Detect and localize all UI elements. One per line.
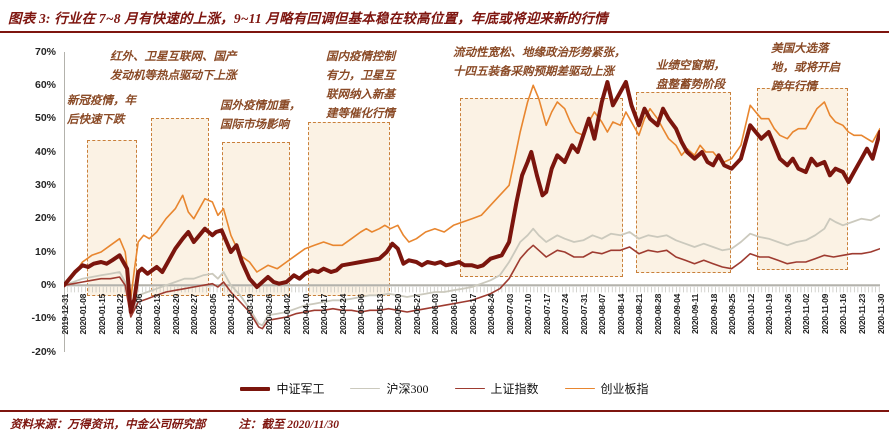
legend-item-hs300: 沪深300 <box>350 380 429 397</box>
x-axis-label: 2020-06-10 <box>448 294 459 335</box>
y-axis-label: 60% <box>34 78 56 91</box>
x-axis-label: 2020-04-10 <box>300 294 311 335</box>
legend-item-szzs: 上证指数 <box>454 380 539 397</box>
x-axis-label: 2020-05-27 <box>411 294 422 335</box>
x-axis-label: 2020-08-14 <box>615 294 626 335</box>
x-axis-label: 2020-09-18 <box>708 294 719 335</box>
x-axis-label: 2020-03-12 <box>226 294 237 335</box>
series-line-沪深300 <box>64 214 880 327</box>
x-axis-label: 2020-03-26 <box>263 294 274 335</box>
x-axis-label: 2020-09-25 <box>727 294 738 335</box>
x-axis-label: 2020-02-06 <box>133 294 144 335</box>
legend-swatch-cybz <box>564 387 595 390</box>
x-axis-label: 2020-07-10 <box>523 294 534 335</box>
x-axis-label: 2020-04-17 <box>319 294 330 335</box>
x-axis-label: 2020-01-22 <box>115 294 126 335</box>
x-axis-label: 2020-03-19 <box>244 294 255 335</box>
x-axis-label: 2020-09-11 <box>690 294 701 335</box>
x-axis-label: 2020-04-02 <box>282 294 293 335</box>
y-axis-label: -10% <box>31 312 56 325</box>
x-axis-label: 2020-07-24 <box>560 294 571 335</box>
x-axis-label: 2020-08-28 <box>652 294 663 335</box>
series-line-中证军工 <box>64 80 880 314</box>
chart-legend: 中证军工 沪深300 上证指数 创业板指 <box>0 380 889 397</box>
annotation-text: 国外疫情加重， 国际市场影响 <box>220 100 301 131</box>
y-axis-label: 40% <box>34 145 56 158</box>
annotation-text: 新冠疫情，年 后快速下跌 <box>67 95 136 126</box>
legend-label: 沪深300 <box>386 382 429 396</box>
x-axis-label: 2020-11-23 <box>856 294 867 335</box>
legend-swatch-hs300 <box>350 387 381 390</box>
x-axis-label: 2020-11-02 <box>801 294 812 335</box>
annotation-text: 国内疫情控制 有力，卫星互 联网纳入新基 建等催化行情 <box>326 51 395 120</box>
x-axis-label: 2020-08-21 <box>634 294 645 335</box>
x-axis-label: 2020-10-26 <box>782 294 793 335</box>
x-axis-label: 2020-11-16 <box>838 294 849 335</box>
series-line-创业板指 <box>64 84 880 300</box>
x-axis-label: 2020-01-15 <box>96 294 107 335</box>
chart-area: 新冠疫情，年 后快速下跌 红外、卫星互联网、国产 发动机等热点驱动下上涨国外疫情加… <box>0 40 889 380</box>
annotation-box <box>151 118 209 296</box>
y-axis-label: -20% <box>31 345 56 358</box>
source-note: 资料来源：万得资讯，中金公司研究部 <box>10 419 206 431</box>
legend-item-cybz: 创业板指 <box>564 380 649 397</box>
x-axis-label: 2020-06-17 <box>467 294 478 335</box>
x-axis-label: 2020-06-24 <box>486 294 497 335</box>
legend-label: 上证指数 <box>490 382 539 396</box>
x-axis-label: 2020-11-09 <box>819 294 830 335</box>
legend-item-zzjg: 中证军工 <box>240 380 324 397</box>
series-line-上证指数 <box>64 244 880 330</box>
x-axis-label: 2020-07-31 <box>578 294 589 335</box>
legend-label: 中证军工 <box>276 382 325 396</box>
asof-note: 注：截至 2020/11/30 <box>238 419 340 431</box>
x-axis-label: 2020-02-27 <box>189 294 200 335</box>
x-axis-label: 2020-10-19 <box>764 294 775 335</box>
y-axis-label: 20% <box>34 212 56 225</box>
x-axis-label: 2020-08-07 <box>597 294 608 335</box>
legend-label: 创业板指 <box>600 382 649 396</box>
y-axis-label: 10% <box>34 245 56 258</box>
legend-swatch-zzjg <box>240 386 271 391</box>
x-axis-label: 2020-07-17 <box>541 294 552 335</box>
x-axis-label: 2019-12-31 <box>59 294 70 335</box>
annotation-text: 红外、卫星互联网、国产 发动机等热点驱动下上涨 <box>110 51 237 82</box>
y-axis-label: 70% <box>34 45 56 58</box>
footer: 资料来源：万得资讯，中金公司研究部 注：截至 2020/11/30 <box>10 416 339 432</box>
y-axis-label: 30% <box>34 178 56 191</box>
annotation-box <box>308 122 390 296</box>
annotation-box <box>87 140 137 296</box>
x-axis-label: 2020-06-03 <box>430 294 441 335</box>
x-axis-label: 2020-09-04 <box>671 294 682 335</box>
x-axis-label: 2020-02-20 <box>170 294 181 335</box>
annotation-box <box>222 142 290 296</box>
chart-plot <box>64 52 880 352</box>
y-axis-label: 50% <box>34 112 56 125</box>
x-axis-label: 2020-01-08 <box>78 294 89 335</box>
annotation-text: 业绩空窗期， 盘整蓄势阶段 <box>656 60 725 91</box>
y-axis-label: 0% <box>40 278 56 291</box>
annotation-text: 美国大选落 地，或将开启 跨年行情 <box>771 43 840 93</box>
x-axis-label: 2020-11-30 <box>875 294 886 335</box>
figure-title: 图表 3: 行业在 7~8 月有快速的上涨，9~11 月略有回调但基本稳在较高位… <box>8 11 608 26</box>
x-axis-label: 2020-05-13 <box>374 294 385 335</box>
x-axis-label: 2020-10-12 <box>745 294 756 335</box>
x-axis-label: 2020-07-03 <box>504 294 515 335</box>
x-axis-label: 2020-04-24 <box>337 294 348 335</box>
title-rule <box>0 31 889 33</box>
x-axis-label: 2020-05-06 <box>356 294 367 335</box>
annotation-text: 流动性宽松、地缘政治形势紧张， 十四五装备采购预期差驱动上涨 <box>453 47 626 78</box>
x-axis-label: 2020-02-13 <box>152 294 163 335</box>
footer-rule <box>0 410 889 412</box>
legend-swatch-szzs <box>454 387 485 390</box>
x-axis-label: 2020-05-20 <box>393 294 404 335</box>
x-axis-label: 2020-03-05 <box>207 294 218 335</box>
